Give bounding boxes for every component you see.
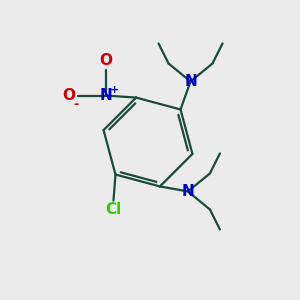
- Text: N: N: [182, 184, 194, 199]
- Text: N: N: [184, 74, 197, 89]
- Text: -: -: [74, 98, 79, 111]
- Text: Cl: Cl: [105, 202, 122, 217]
- Text: +: +: [110, 85, 119, 94]
- Text: N: N: [100, 88, 112, 103]
- Text: O: O: [100, 53, 112, 68]
- Text: O: O: [63, 88, 76, 103]
